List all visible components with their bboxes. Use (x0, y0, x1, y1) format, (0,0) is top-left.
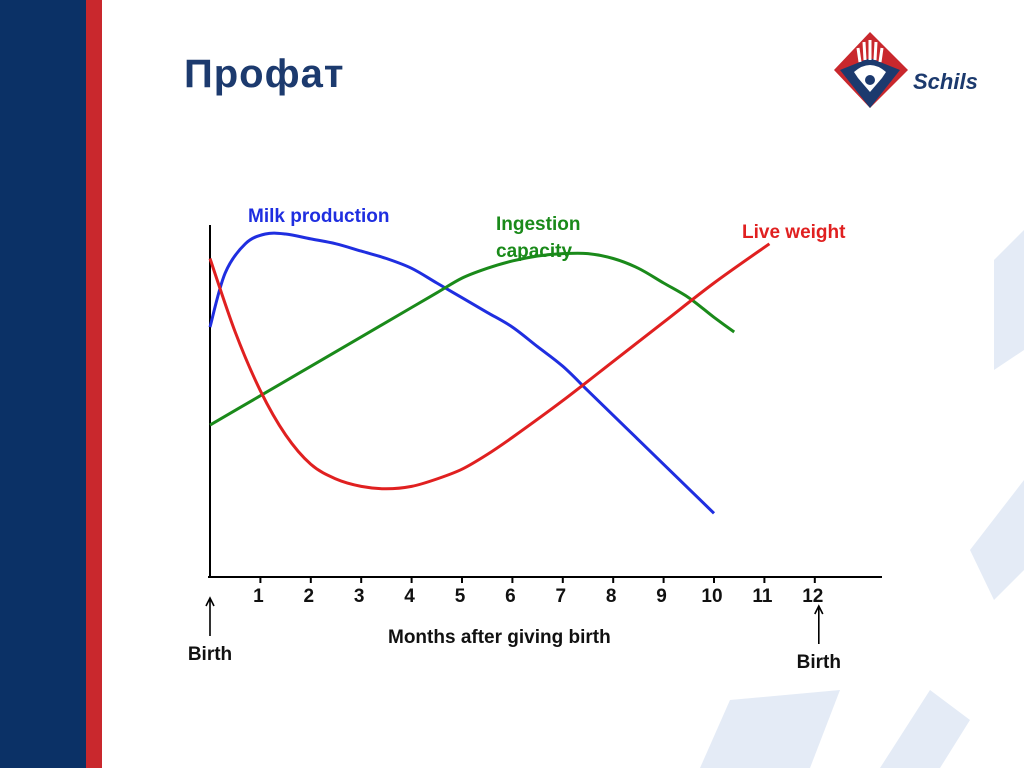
birth-label-2: Birth (797, 652, 841, 673)
logo-text: Schils (913, 69, 978, 94)
x-tick-label-11: 11 (752, 586, 773, 607)
series-labels: Milk production Ingestion capacity Live … (248, 206, 846, 262)
birth-label-1: Birth (188, 644, 232, 665)
background-watermark (700, 230, 1024, 768)
birth-annotations: Birth Birth (188, 596, 841, 673)
schils-logo (834, 32, 908, 108)
x-axis-title: Months after giving birth (388, 627, 611, 648)
series-label-milk-production: Milk production (248, 206, 389, 227)
ingestion-label-line-1: Ingestion (496, 214, 580, 235)
x-tick-label-3: 3 (354, 586, 365, 607)
ingestion-label-line-2: capacity (496, 241, 572, 262)
left-blue-band (0, 0, 86, 768)
chart-series (208, 231, 771, 515)
x-tick-label-7: 7 (556, 586, 567, 607)
birth-arrow-1 (205, 596, 215, 636)
left-red-band (86, 0, 102, 768)
series-label-ingestion-capacity: Ingestion capacity (496, 214, 586, 262)
x-ticks: 1 2 3 4 5 6 7 8 9 10 11 12 (253, 577, 823, 607)
x-tick-label-5: 5 (455, 586, 466, 607)
x-tick-label-12: 12 (802, 586, 823, 607)
x-tick-label-2: 2 (304, 586, 315, 607)
birth-arrow-2 (814, 604, 824, 644)
slide-title: Профат (184, 52, 345, 96)
x-tick-label-10: 10 (701, 586, 722, 607)
series-line-milk-production (208, 231, 716, 515)
x-tick-label-9: 9 (656, 586, 667, 607)
series-label-live-weight: Live weight (742, 222, 846, 243)
x-tick-label-1: 1 (253, 586, 264, 607)
x-tick-label-8: 8 (606, 586, 617, 607)
series-line-ingestion-capacity (209, 251, 736, 427)
chart-axes (208, 225, 882, 578)
x-tick-label-4: 4 (404, 586, 415, 607)
x-tick-label-6: 6 (505, 586, 516, 607)
series-line-live-weight (208, 242, 771, 491)
